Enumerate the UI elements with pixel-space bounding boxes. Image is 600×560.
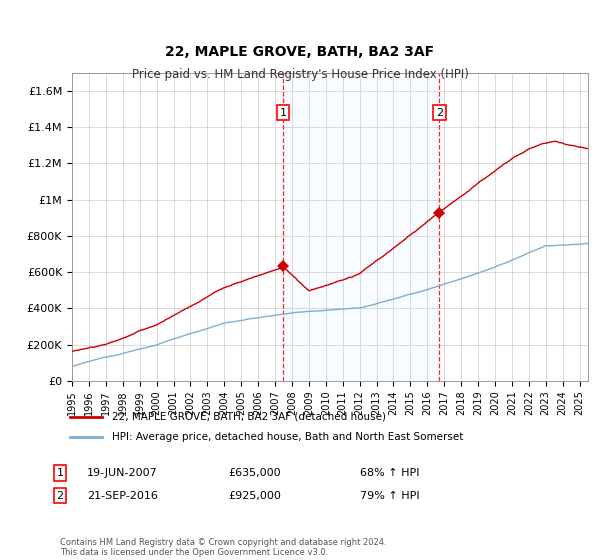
Text: 2: 2 bbox=[56, 491, 64, 501]
Bar bbox=[283, 73, 439, 381]
Text: 1: 1 bbox=[56, 468, 64, 478]
Text: 19-JUN-2007: 19-JUN-2007 bbox=[87, 468, 158, 478]
Text: 79% ↑ HPI: 79% ↑ HPI bbox=[360, 491, 419, 501]
Text: 22, MAPLE GROVE, BATH, BA2 3AF: 22, MAPLE GROVE, BATH, BA2 3AF bbox=[166, 45, 434, 59]
Text: 21-SEP-2016: 21-SEP-2016 bbox=[87, 491, 158, 501]
Text: Contains HM Land Registry data © Crown copyright and database right 2024.
This d: Contains HM Land Registry data © Crown c… bbox=[60, 538, 386, 557]
Text: HPI: Average price, detached house, Bath and North East Somerset: HPI: Average price, detached house, Bath… bbox=[112, 432, 464, 442]
Text: 2: 2 bbox=[436, 108, 443, 118]
Text: £925,000: £925,000 bbox=[228, 491, 281, 501]
Text: 22, MAPLE GROVE, BATH, BA2 3AF (detached house): 22, MAPLE GROVE, BATH, BA2 3AF (detached… bbox=[112, 412, 386, 422]
Text: £635,000: £635,000 bbox=[228, 468, 281, 478]
Text: 68% ↑ HPI: 68% ↑ HPI bbox=[360, 468, 419, 478]
Text: Price paid vs. HM Land Registry's House Price Index (HPI): Price paid vs. HM Land Registry's House … bbox=[131, 68, 469, 81]
Text: 1: 1 bbox=[280, 108, 286, 118]
